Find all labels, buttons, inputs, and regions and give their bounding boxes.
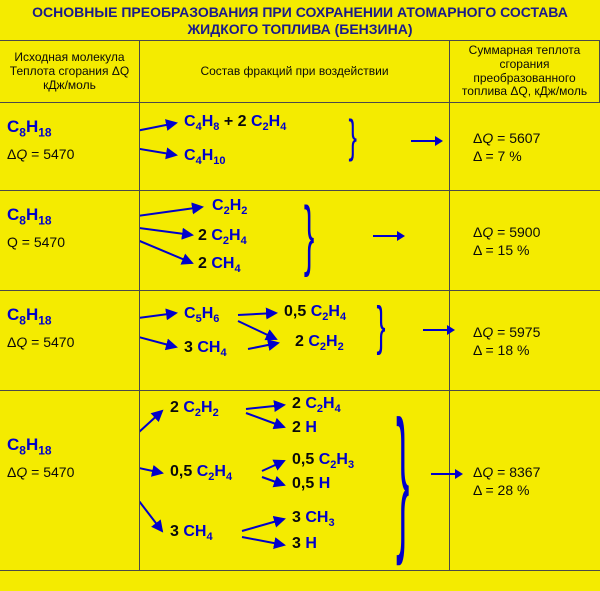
fraction: 2 H	[292, 419, 317, 437]
result-pct: Δ = 15 %	[473, 242, 593, 258]
fraction: 2 C2H4	[292, 395, 341, 415]
fraction: C5H6	[184, 305, 219, 325]
source-dq: ΔQ = 5470	[7, 334, 132, 350]
result-dq: ΔQ = 5975	[473, 324, 593, 340]
result-pct: Δ = 18 %	[473, 342, 593, 358]
source-formula: C8H18	[7, 117, 132, 139]
brace-icon: }	[348, 109, 356, 163]
col-header-2: Состав фракций при воздействии	[140, 41, 450, 103]
fraction: 2 C2H2	[295, 333, 344, 353]
source-dq: ΔQ = 5470	[7, 464, 132, 480]
brace-icon: }	[396, 385, 409, 569]
fraction: 3 H	[292, 535, 317, 553]
fraction: 3 CH3	[292, 509, 335, 529]
fraction: C2H2	[212, 197, 247, 217]
fraction: 3 CH4	[184, 339, 227, 359]
page-title: ОСНОВНЫЕ ПРЕОБРАЗОВАНИЯ ПРИ СОХРАНЕНИИ А…	[0, 0, 600, 21]
page-subtitle: ЖИДКОГО ТОПЛИВА (БЕНЗИНА)	[0, 21, 600, 40]
brace-icon: }	[377, 295, 386, 357]
source-dq: ΔQ = 5470	[7, 146, 132, 162]
fraction: 3 CH4	[170, 523, 213, 543]
result-dq: ΔQ = 8367	[473, 464, 593, 480]
source-dely: Q = 5470	[7, 234, 132, 250]
source-formula: C8H18	[7, 205, 132, 227]
fraction: C4H10	[184, 147, 226, 167]
fraction: C4H8 + 2 C2H4	[184, 113, 286, 133]
fraction: 0,5 C2H4	[170, 463, 232, 483]
brace-icon: }	[304, 189, 314, 280]
fraction: 2 C2H2	[170, 399, 219, 419]
result-pct: Δ = 28 %	[473, 482, 593, 498]
fraction: 2 C2H4	[198, 227, 247, 247]
main-table: Исходная молекула Теплота сгорания ΔQ кД…	[0, 40, 600, 571]
col-header-1: Исходная молекула Теплота сгорания ΔQ кД…	[0, 41, 140, 103]
result-dq: ΔQ = 5900	[473, 224, 593, 240]
source-formula: C8H18	[7, 305, 132, 327]
result-dq: ΔQ = 5607	[473, 130, 593, 146]
source-formula: C8H18	[7, 435, 132, 457]
fraction: 0,5 H	[292, 475, 330, 493]
fraction: 0,5 C2H3	[292, 451, 354, 471]
fraction: 0,5 C2H4	[284, 303, 346, 323]
result-pct: Δ = 7 %	[473, 148, 593, 164]
col-header-3: Суммарная теплота сгорания преобразованн…	[450, 41, 600, 103]
fraction: 2 CH4	[198, 255, 241, 275]
